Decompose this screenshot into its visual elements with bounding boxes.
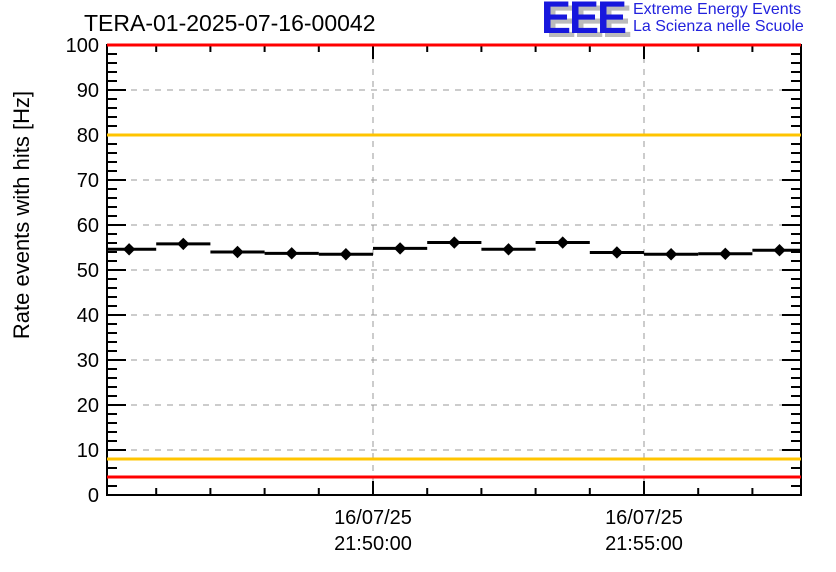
y-tick-label: 40 — [77, 305, 99, 327]
diamond-marker-icon — [122, 243, 136, 256]
diamond-marker-icon — [502, 243, 515, 256]
y-tick-label: 70 — [77, 170, 99, 192]
diamond-marker-icon — [448, 236, 461, 249]
diamond-marker-icon — [339, 248, 353, 261]
data-point — [427, 236, 482, 249]
data-point — [156, 237, 211, 251]
data-point — [264, 247, 319, 260]
threshold-alarm-red — [107, 43, 801, 479]
diamond-marker-icon — [610, 246, 624, 259]
threshold-warning-yellow — [107, 133, 801, 461]
diamond-marker-icon — [664, 248, 678, 261]
y-tick-label: 90 — [77, 80, 99, 102]
diamond-marker-icon — [773, 243, 786, 257]
chart-title: TERA-01-2025-07-16-00042 — [84, 10, 376, 36]
y-tick-label: 80 — [77, 125, 99, 147]
data-point — [589, 246, 644, 259]
x-tick-label-date: 16/07/25 — [605, 507, 683, 529]
data-point — [644, 248, 699, 261]
data-point — [698, 247, 753, 261]
data-series — [107, 236, 801, 261]
diamond-marker-icon — [285, 247, 298, 260]
diamond-marker-icon — [556, 236, 569, 249]
diamond-marker-icon — [177, 237, 190, 251]
y-tick-label: 100 — [66, 35, 99, 57]
y-axis-title: Rate events with hits [Hz] — [9, 90, 34, 340]
diamond-marker-icon — [719, 247, 732, 261]
y-tick-label: 20 — [77, 395, 99, 417]
x-tick-label-time: 21:50:00 — [334, 533, 412, 555]
x-tick-label-date: 16/07/25 — [334, 507, 412, 529]
eee-logo-text: Extreme Energy Events La Scienza nelle S… — [633, 1, 804, 35]
data-point — [210, 245, 265, 259]
grid-layer — [107, 45, 801, 495]
axis-labels: 0 10 20 30 40 50 60 70 80 90 100 16/07/25 21:50:00 16… — [66, 35, 683, 555]
y-tick-label: 50 — [77, 260, 99, 282]
data-point — [318, 248, 373, 261]
eee-logo-line1: Extreme Energy Events — [633, 1, 802, 18]
data-point — [107, 243, 157, 256]
x-tick-label-time: 21:55:00 — [605, 533, 683, 555]
diamond-marker-icon — [231, 245, 244, 259]
eee-logo-acronym: EEE — [541, 0, 627, 43]
data-point — [535, 236, 590, 249]
eee-logo-line2: La Scienza nelle Scuole — [633, 18, 804, 35]
diamond-marker-icon — [393, 242, 407, 255]
y-tick-label: 0 — [88, 485, 99, 507]
y-tick-label: 30 — [77, 350, 99, 372]
data-point — [481, 243, 536, 256]
y-tick-label: 60 — [77, 215, 99, 237]
data-point — [373, 242, 428, 255]
y-tick-label: 10 — [77, 440, 99, 462]
data-point — [752, 243, 801, 257]
